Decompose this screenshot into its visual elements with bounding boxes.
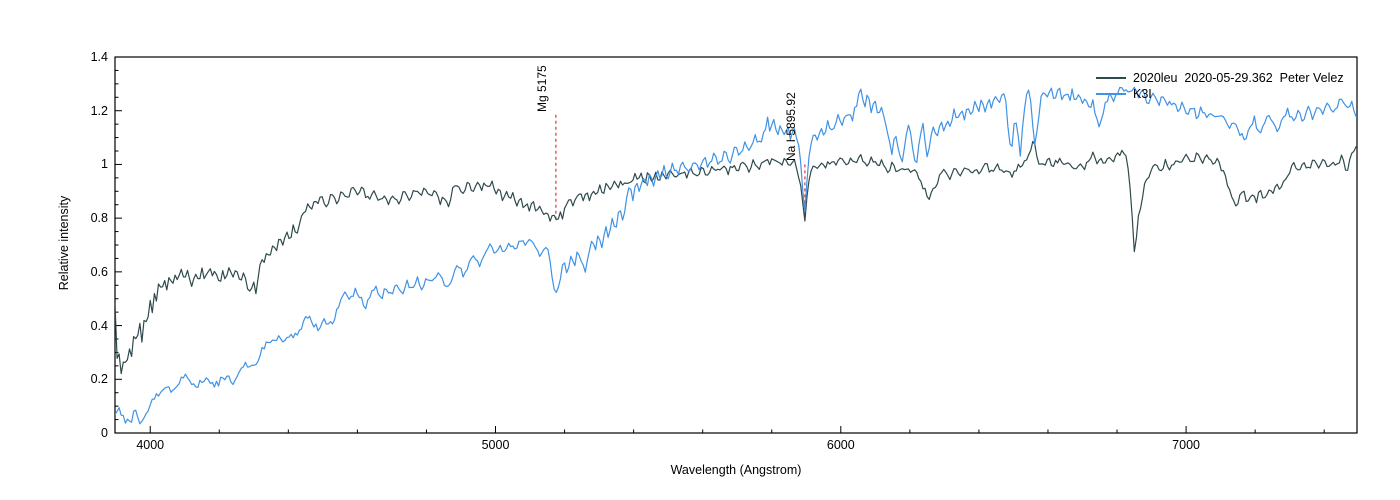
x-tick-label: 7000 xyxy=(1172,438,1200,452)
legend-line-swatch-2020leu xyxy=(1096,76,1126,80)
x-tick-label: 5000 xyxy=(481,438,510,452)
y-axis-title: Relative intensity xyxy=(57,195,71,291)
y-tick-label: 1.4 xyxy=(90,50,108,64)
legend-item-k3i: K3I xyxy=(1096,86,1344,102)
x-tick-label: 4000 xyxy=(136,438,165,452)
y-tick-label: 0 xyxy=(101,426,108,440)
annotation-label-mg-5175: Mg 5175 xyxy=(534,65,549,112)
y-tick-label: 0.8 xyxy=(90,211,108,226)
y-tick-label: 1 xyxy=(101,157,108,172)
legend-line-swatch-k3i xyxy=(1096,92,1126,96)
legend-label-k3i: K3I xyxy=(1133,87,1152,101)
annotation-label-na-5895: Na I 5895.92 xyxy=(783,92,798,162)
legend: 2020leu 2020-05-29.362 Peter Velez K3I xyxy=(1096,70,1344,102)
legend-label-2020leu: 2020leu 2020-05-29.362 Peter Velez xyxy=(1133,71,1344,85)
x-axis-title: Wavelength (Angstrom) xyxy=(670,463,802,477)
y-tick-label: 0.4 xyxy=(90,318,108,333)
legend-item-2020leu: 2020leu 2020-05-29.362 Peter Velez xyxy=(1096,70,1344,86)
x-tick-label: 6000 xyxy=(826,438,855,452)
y-tick-label: 1.2 xyxy=(90,103,108,118)
y-tick-label: 0.6 xyxy=(90,264,108,279)
y-tick-label: 0.2 xyxy=(90,372,108,387)
